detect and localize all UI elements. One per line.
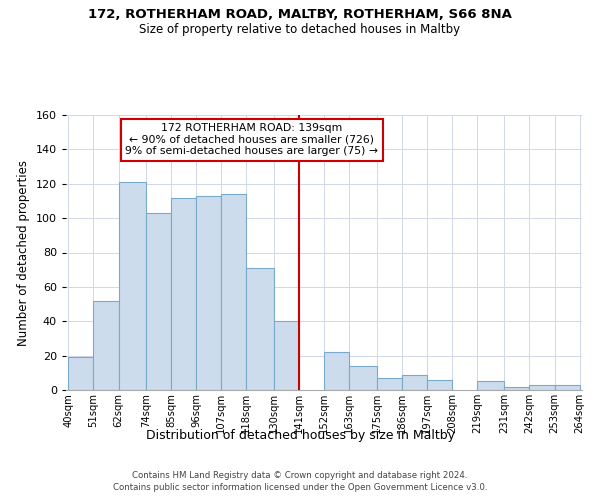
Bar bbox=[274, 322, 299, 390]
Bar bbox=[171, 198, 196, 390]
Y-axis label: Number of detached properties: Number of detached properties bbox=[17, 160, 30, 346]
Bar bbox=[146, 213, 171, 390]
Text: 172, ROTHERHAM ROAD, MALTBY, ROTHERHAM, S66 8NA: 172, ROTHERHAM ROAD, MALTBY, ROTHERHAM, … bbox=[88, 8, 512, 20]
Bar bbox=[401, 374, 427, 390]
Text: Contains public sector information licensed under the Open Government Licence v3: Contains public sector information licen… bbox=[113, 484, 487, 492]
Bar bbox=[94, 300, 119, 390]
Text: Contains HM Land Registry data © Crown copyright and database right 2024.: Contains HM Land Registry data © Crown c… bbox=[132, 471, 468, 480]
Bar bbox=[427, 380, 452, 390]
Text: Size of property relative to detached houses in Maltby: Size of property relative to detached ho… bbox=[139, 22, 461, 36]
Bar bbox=[68, 358, 94, 390]
Bar bbox=[505, 386, 529, 390]
Text: Distribution of detached houses by size in Maltby: Distribution of detached houses by size … bbox=[146, 430, 455, 442]
Bar bbox=[196, 196, 221, 390]
Bar bbox=[554, 385, 580, 390]
Bar bbox=[247, 268, 274, 390]
Text: 172 ROTHERHAM ROAD: 139sqm
← 90% of detached houses are smaller (726)
9% of semi: 172 ROTHERHAM ROAD: 139sqm ← 90% of deta… bbox=[125, 123, 378, 156]
Bar bbox=[529, 385, 554, 390]
Bar bbox=[221, 194, 247, 390]
Bar bbox=[377, 378, 401, 390]
Bar bbox=[119, 182, 146, 390]
Bar bbox=[477, 382, 505, 390]
Bar bbox=[324, 352, 349, 390]
Bar bbox=[349, 366, 377, 390]
